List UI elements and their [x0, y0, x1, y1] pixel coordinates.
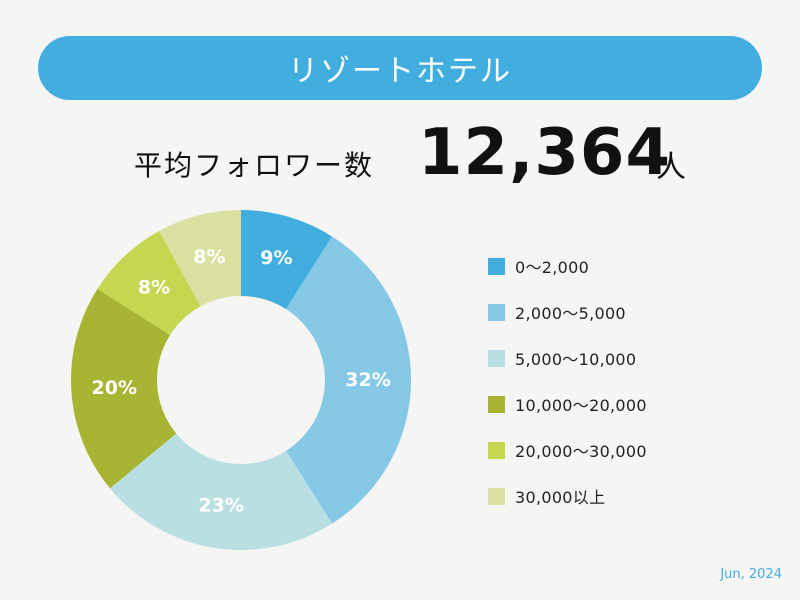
slice-data-label: 32% [345, 369, 390, 391]
legend-swatch [488, 257, 505, 275]
legend-label: 20,000〜30,000 [515, 442, 647, 461]
legend-swatch [488, 395, 505, 413]
slice-data-label: 20% [92, 377, 137, 399]
legend-item: 10,000〜20,000 [488, 390, 647, 418]
legend-item: 5,000〜10,000 [488, 344, 647, 372]
donut-slice [286, 236, 412, 524]
slice-data-label: 8% [138, 276, 170, 298]
page-title: リゾートホテル [288, 54, 512, 89]
donut-slice [110, 433, 333, 551]
legend-item: 2,000〜5,000 [488, 298, 647, 326]
legend-swatch [488, 303, 505, 321]
legend-label: 30,000以上 [515, 488, 606, 507]
legend-label: 0〜2,000 [515, 258, 590, 277]
legend-label: 10,000〜20,000 [515, 396, 647, 415]
chart-legend: 0〜2,000 2,000〜5,000 5,000〜10,000 10,000〜20,… [488, 252, 647, 528]
title-banner: リゾートホテル [38, 36, 762, 100]
slice-data-label: 23% [198, 494, 243, 516]
legend-swatch [488, 441, 505, 459]
legend-label: 2,000〜5,000 [515, 304, 626, 323]
legend-item: 0〜2,000 [488, 252, 647, 280]
legend-item: 20,000〜30,000 [488, 436, 647, 464]
slice-data-label: 8% [193, 246, 225, 268]
legend-swatch [488, 487, 505, 505]
donut-slice [241, 210, 333, 310]
average-followers-value: 12,364 [418, 116, 671, 190]
legend-item: 30,000以上 [488, 482, 647, 510]
slice-data-label: 9% [260, 247, 292, 269]
legend-swatch [488, 349, 505, 367]
donut-slice [159, 210, 241, 307]
average-followers-unit: 人 [656, 150, 686, 185]
donut-slice [97, 231, 201, 335]
average-followers-label: 平均フォロワー数 [134, 149, 375, 182]
legend-label: 5,000〜10,000 [515, 350, 637, 369]
footer-date: Jun, 2024 [720, 567, 782, 582]
donut-slice [71, 288, 177, 489]
